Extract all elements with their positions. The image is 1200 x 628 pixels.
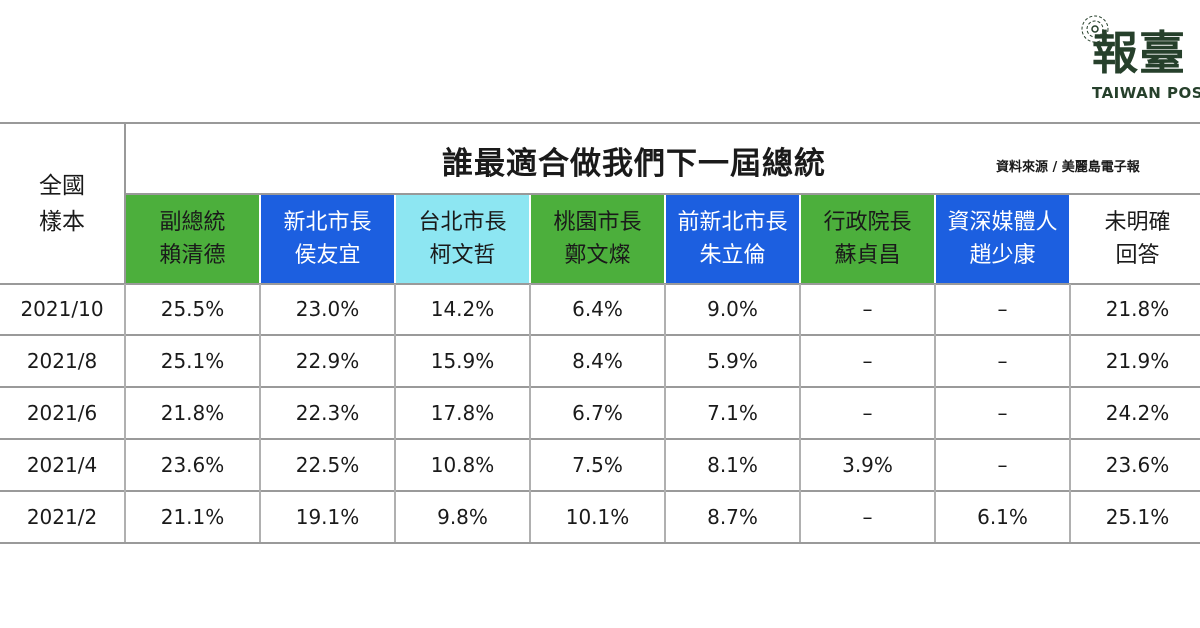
row-divider <box>0 542 1200 544</box>
row-date: 2021/6 <box>26 401 98 425</box>
column-header: 台北市長 柯文哲 <box>396 195 529 283</box>
column-header-name: 侯友宜 <box>294 243 361 268</box>
table-cell: 14.2% <box>430 297 495 321</box>
table-cell: 9.0% <box>707 297 758 321</box>
table-cell: – <box>997 453 1008 477</box>
table-cell: – <box>862 401 873 425</box>
column-divider <box>664 284 666 542</box>
source-note: 資料來源 / 美麗島電子報 <box>996 160 1140 175</box>
row-divider <box>0 490 1200 492</box>
column-divider <box>124 284 126 542</box>
taiwan-post-logo: 報臺 TAIWAN POST <box>1078 14 1200 104</box>
table-title-area: 誰最適合做我們下一屆總統 資料來源 / 美麗島電子報 <box>126 124 1200 194</box>
row-date: 2021/4 <box>26 453 98 477</box>
table-cell: – <box>997 349 1008 373</box>
column-header-name: 賴清德 <box>159 243 226 268</box>
column-header-name: 蘇貞昌 <box>834 243 901 268</box>
table-cell: – <box>862 349 873 373</box>
corner-label-line1: 全國 <box>39 173 85 199</box>
table-cell: 5.9% <box>707 349 758 373</box>
table-cell: 10.8% <box>430 453 495 477</box>
table-cell: – <box>997 401 1008 425</box>
table-cell: – <box>862 297 873 321</box>
column-header-name: 鄭文燦 <box>564 243 631 268</box>
table-cell: 6.1% <box>977 505 1028 529</box>
row-divider <box>0 438 1200 440</box>
column-header-title: 副總統 <box>159 210 226 235</box>
column-divider <box>1069 284 1071 542</box>
table-cell: – <box>862 505 873 529</box>
row-date: 2021/2 <box>26 505 98 529</box>
table-cell: 22.5% <box>295 453 360 477</box>
column-header: 前新北市長 朱立倫 <box>666 195 799 283</box>
logo-name: 報臺 <box>1092 26 1186 80</box>
corner-label: 全國 樣本 <box>0 124 124 284</box>
row-divider <box>0 334 1200 336</box>
column-header: 副總統 賴清德 <box>126 195 259 283</box>
table-cell: 17.8% <box>430 401 495 425</box>
corner-divider <box>124 122 126 284</box>
table-cell: 22.3% <box>295 401 360 425</box>
table-cell: 25.1% <box>160 349 225 373</box>
column-header: 行政院長 蘇貞昌 <box>801 195 934 283</box>
table-cell: 6.7% <box>572 401 623 425</box>
table-cell: 23.6% <box>160 453 225 477</box>
column-header-title: 台北市長 <box>418 210 507 235</box>
table-cell: 21.8% <box>160 401 225 425</box>
table-cell: 9.8% <box>437 505 488 529</box>
table-cell: 25.5% <box>160 297 225 321</box>
column-header-title: 資深媒體人 <box>947 210 1058 235</box>
table-cell: 7.1% <box>707 401 758 425</box>
table-cell: 23.0% <box>295 297 360 321</box>
table-cell: 15.9% <box>430 349 495 373</box>
column-header-name: 趙少康 <box>969 243 1036 268</box>
column-header-name: 回答 <box>1115 243 1160 268</box>
corner-label-line2: 樣本 <box>39 209 85 235</box>
table-cell: 25.1% <box>1105 505 1170 529</box>
table-cell: 8.4% <box>572 349 623 373</box>
table-cell: 23.6% <box>1105 453 1170 477</box>
table-top-border <box>0 122 1200 124</box>
column-header-title: 行政院長 <box>823 210 912 235</box>
table-cell: 24.2% <box>1105 401 1170 425</box>
signal-icon <box>1081 15 1109 43</box>
column-header-title: 桃園市長 <box>553 210 642 235</box>
row-date: 2021/10 <box>20 297 104 321</box>
logo-subtitle: TAIWAN POST <box>1092 84 1200 102</box>
table-cell: 10.1% <box>565 505 630 529</box>
column-divider <box>934 284 936 542</box>
table-cell: 7.5% <box>572 453 623 477</box>
column-header-title: 新北市長 <box>283 210 372 235</box>
column-header: 資深媒體人 趙少康 <box>936 195 1069 283</box>
page-title: 誰最適合做我們下一屆總統 <box>442 146 826 182</box>
row-date: 2021/8 <box>26 349 98 373</box>
column-divider <box>259 284 261 542</box>
table-cell: 22.9% <box>295 349 360 373</box>
column-header: 新北市長 侯友宜 <box>261 195 394 283</box>
title-bottom-border <box>126 193 1200 195</box>
column-header: 未明確 回答 <box>1071 195 1200 283</box>
table-cell: 6.4% <box>572 297 623 321</box>
table-cell: 21.1% <box>160 505 225 529</box>
column-divider <box>799 284 801 542</box>
column-header-name: 朱立倫 <box>699 243 766 268</box>
table-cell: 19.1% <box>295 505 360 529</box>
table-cell: 3.9% <box>842 453 893 477</box>
column-header: 桃園市長 鄭文燦 <box>531 195 664 283</box>
table-cell: – <box>997 297 1008 321</box>
table-cell: 8.1% <box>707 453 758 477</box>
column-header-name: 柯文哲 <box>429 243 496 268</box>
column-divider <box>529 284 531 542</box>
table-cell: 21.9% <box>1105 349 1170 373</box>
row-divider <box>0 283 1200 285</box>
column-header-title: 前新北市長 <box>677 210 788 235</box>
column-divider <box>394 284 396 542</box>
table-cell: 8.7% <box>707 505 758 529</box>
table-cell: 21.8% <box>1105 297 1170 321</box>
row-divider <box>0 386 1200 388</box>
column-header-title: 未明確 <box>1104 210 1171 235</box>
